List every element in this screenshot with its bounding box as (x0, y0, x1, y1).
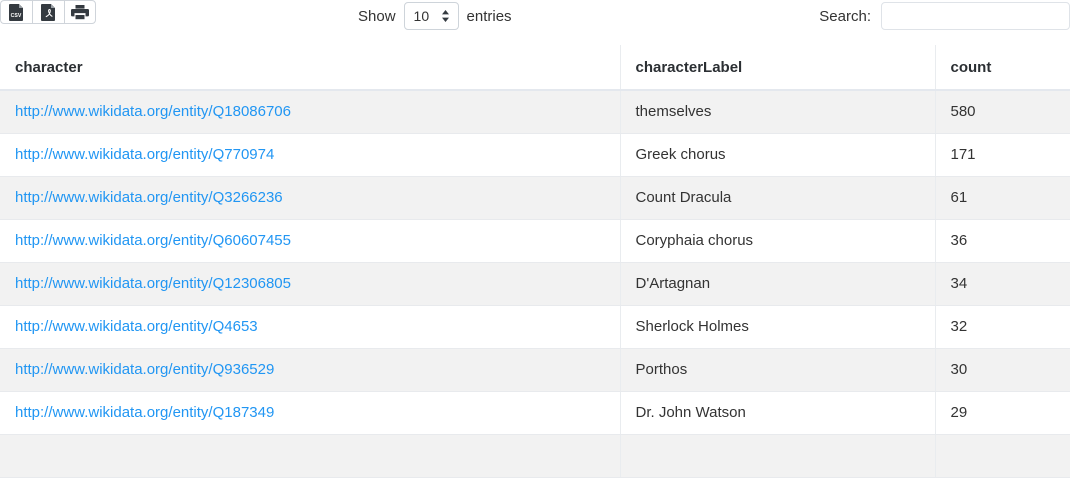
cell-characterLabel: D'Artagnan (620, 262, 936, 306)
cell-count: 34 (935, 262, 1070, 306)
cell-characterLabel: Greek chorus (620, 133, 936, 177)
search-input[interactable] (881, 2, 1070, 30)
cell-characterLabel: Porthos (620, 348, 936, 392)
cell-characterLabel: themselves (620, 90, 936, 134)
cell-character: http://www.wikidata.org/entity/Q187349 (0, 391, 621, 435)
results-table-container: character characterLabel count http://ww… (0, 45, 1070, 478)
cell-character: http://www.wikidata.org/entity/Q936529 (0, 348, 621, 392)
entity-link[interactable]: http://www.wikidata.org/entity/Q18086706 (15, 103, 291, 121)
entity-link[interactable]: http://www.wikidata.org/entity/Q60607455 (15, 232, 291, 249)
table-row: http://www.wikidata.org/entity/Q770974 G… (0, 133, 1070, 177)
print-button[interactable] (64, 0, 96, 24)
cell-character: http://www.wikidata.org/entity/Q18086706 (0, 90, 621, 134)
cell-count: 30 (935, 348, 1070, 392)
cell-characterLabel (620, 434, 936, 478)
column-header-character[interactable]: character (0, 45, 621, 91)
search-control: Search: (819, 2, 1070, 30)
column-header-characterLabel[interactable]: characterLabel (620, 45, 936, 91)
cell-characterLabel: Count Dracula (620, 176, 936, 220)
cell-count: 29 (935, 391, 1070, 435)
table-row: http://www.wikidata.org/entity/Q18086706… (0, 90, 1070, 134)
cell-count: 580 (935, 90, 1070, 134)
cell-character: http://www.wikidata.org/entity/Q3266236 (0, 176, 621, 220)
cell-count: 61 (935, 176, 1070, 220)
pdf-file-icon (41, 3, 56, 21)
entity-link[interactable]: http://www.wikidata.org/entity/Q12306805 (15, 275, 291, 292)
csv-export-button[interactable]: CSV (0, 0, 32, 24)
table-row: http://www.wikidata.org/entity/Q187349 D… (0, 391, 1070, 435)
search-label: Search: (819, 7, 871, 25)
cell-character: http://www.wikidata.org/entity/Q12306805 (0, 262, 621, 306)
table-header: character characterLabel count (0, 45, 1070, 91)
table-row: http://www.wikidata.org/entity/Q3266236 … (0, 176, 1070, 220)
cell-count (935, 434, 1070, 478)
pdf-export-button[interactable] (32, 0, 64, 24)
cell-count: 171 (935, 133, 1070, 177)
printer-icon (71, 4, 89, 20)
cell-character (0, 434, 621, 478)
cell-characterLabel: Coryphaia chorus (620, 219, 936, 263)
entity-link[interactable]: http://www.wikidata.org/entity/Q770974 (15, 146, 275, 163)
table-row: http://www.wikidata.org/entity/Q12306805… (0, 262, 1070, 306)
cell-count: 36 (935, 219, 1070, 263)
spinner-arrows-icon (441, 9, 450, 23)
entity-link[interactable]: http://www.wikidata.org/entity/Q3266236 (15, 189, 283, 206)
cell-count: 32 (935, 305, 1070, 349)
entries-length-control: Show 10 entries (358, 2, 512, 30)
entries-length-select[interactable]: 10 (403, 2, 459, 30)
table-header-row: character characterLabel count (0, 45, 1070, 91)
column-header-count[interactable]: count (935, 45, 1070, 91)
datatable-toolbar: CSV Show (0, 0, 1070, 32)
cell-character: http://www.wikidata.org/entity/Q770974 (0, 133, 621, 177)
show-label: Show (358, 7, 396, 25)
csv-file-icon: CSV (9, 3, 24, 21)
export-button-group: CSV (0, 0, 96, 24)
entity-link[interactable]: http://www.wikidata.org/entity/Q187349 (15, 404, 275, 421)
entries-length-value: 10 (413, 8, 430, 24)
cell-characterLabel: Sherlock Holmes (620, 305, 936, 349)
table-row: http://www.wikidata.org/entity/Q60607455… (0, 219, 1070, 263)
results-table: character characterLabel count http://ww… (0, 45, 1070, 478)
table-row: http://www.wikidata.org/entity/Q936529 P… (0, 348, 1070, 392)
svg-text:CSV: CSV (11, 13, 22, 19)
cell-character: http://www.wikidata.org/entity/Q4653 (0, 305, 621, 349)
entity-link[interactable]: http://www.wikidata.org/entity/Q4653 (15, 318, 258, 335)
table-row: http://www.wikidata.org/entity/Q4653 She… (0, 305, 1070, 349)
entity-link[interactable]: http://www.wikidata.org/entity/Q936529 (15, 361, 275, 378)
cell-characterLabel: Dr. John Watson (620, 391, 936, 435)
table-row (0, 434, 1070, 478)
entries-label: entries (466, 7, 512, 25)
table-body: http://www.wikidata.org/entity/Q18086706… (0, 90, 1070, 478)
cell-character: http://www.wikidata.org/entity/Q60607455 (0, 219, 621, 263)
